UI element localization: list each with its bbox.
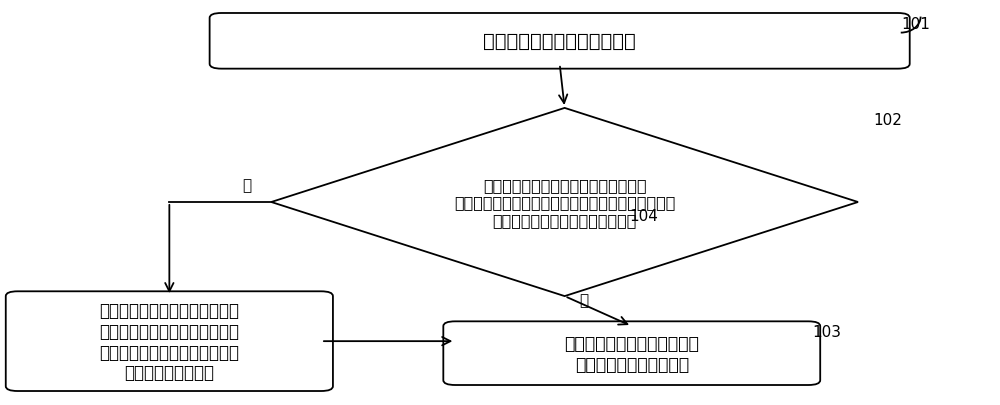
Text: 101: 101: [902, 17, 931, 32]
Text: 102: 102: [873, 113, 902, 128]
Text: 104: 104: [629, 209, 658, 224]
Text: 生成该客户端对应的锁定标识，
将该客户端对应的用户标识及生
成的锁定标识存储在用户标识与
锁定标识的映射表中: 生成该客户端对应的锁定标识， 将该客户端对应的用户标识及生 成的锁定标识存储在用…: [99, 301, 239, 382]
Text: 103: 103: [812, 324, 841, 339]
Text: 否: 否: [242, 177, 251, 192]
Text: 是: 是: [580, 292, 589, 307]
Text: 当监控到组件的功能接口接收到客户端
的会话请求时，查询用户标识与锁定标识的映射表中
是否包含该会话请求中的用户标识: 当监控到组件的功能接口接收到客户端 的会话请求时，查询用户标识与锁定标识的映射表…: [454, 178, 675, 227]
FancyBboxPatch shape: [210, 14, 910, 70]
Text: 在当前会话的会话信息中添加
该客户端对应的锁定标识: 在当前会话的会话信息中添加 该客户端对应的锁定标识: [564, 334, 699, 373]
Polygon shape: [271, 109, 858, 296]
Text: 对微服务的功能接口进行监控: 对微服务的功能接口进行监控: [483, 32, 636, 51]
FancyBboxPatch shape: [6, 292, 333, 391]
FancyBboxPatch shape: [443, 322, 820, 385]
